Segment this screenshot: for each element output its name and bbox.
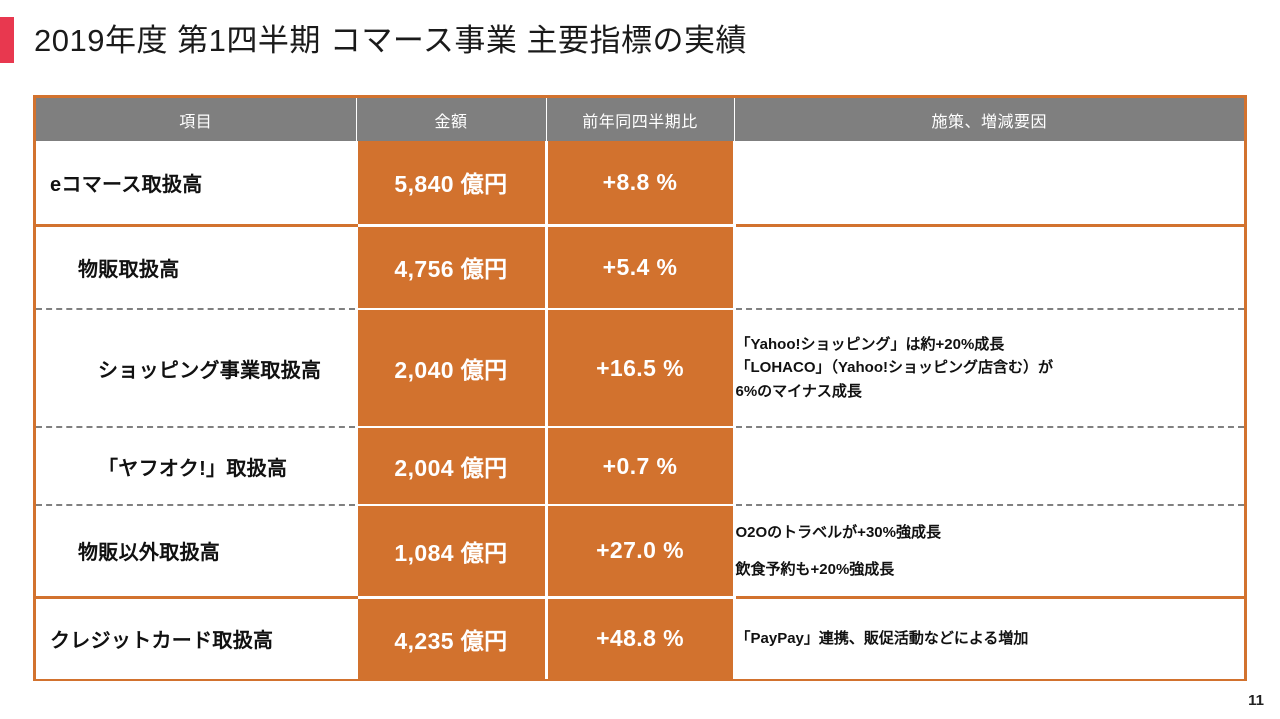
row-item-label: eコマース取扱高: [50, 173, 203, 196]
row-yoy-cell: +27.0 %: [544, 505, 734, 599]
row-yoy-cell: +5.4 %: [544, 225, 734, 310]
table-row: クレジットカード取扱高 4,235 億円 +48.8 % 「PayPay」連携、…: [36, 597, 1244, 679]
table-row: eコマース取扱高 5,840 億円 +8.8 %: [36, 141, 1244, 227]
row-item-cell: クレジットカード取扱高: [36, 597, 356, 679]
note-line: 飲食予約も+20%強成長: [735, 560, 895, 578]
row-note-cell: [732, 141, 1244, 227]
row-item-cell: 物販取扱高: [36, 225, 356, 310]
slide-title-block: 2019年度 第1四半期 コマース事業 主要指標の実績: [0, 16, 747, 64]
table-row: 「ヤフオク!」取扱高 2,004 億円 +0.7 %: [36, 427, 1244, 506]
row-item-cell: 物販以外取扱高: [36, 505, 356, 599]
row-amount-cell: 2,004 億円: [354, 427, 546, 506]
table-row: ショッピング事業取扱高 2,040 億円 +16.5 % 「Yahoo!ショッピ…: [36, 309, 1244, 428]
row-note-cell: [732, 225, 1244, 310]
row-note-cell: O2Oのトラベルが+30%強成長 飲食予約も+20%強成長: [732, 505, 1244, 599]
row-item-cell: 「ヤフオク!」取扱高: [36, 427, 356, 506]
row-amount-cell: 5,840 億円: [354, 141, 546, 227]
note-line: 「PayPay」連携、販促活動などによる増加: [735, 630, 1029, 648]
row-amount-cell: 2,040 億円: [354, 309, 546, 428]
row-item-label: ショッピング事業取扱高: [98, 359, 322, 382]
note-line: 「LOHACO」（Yahoo!ショッピング店含む）が: [735, 359, 1054, 377]
row-item-label: 「ヤフオク!」取扱高: [98, 457, 288, 480]
table-header-row: 項目 金額 前年同四半期比 施策、増減要因: [36, 98, 1244, 141]
row-note-cell: [732, 427, 1244, 506]
title-accent-bar: [0, 17, 14, 63]
row-yoy-cell: +48.8 %: [544, 597, 734, 679]
row-amount-cell: 4,235 億円: [354, 597, 546, 679]
table-row: 物販取扱高 4,756 億円 +5.4 %: [36, 225, 1244, 310]
row-note-cell: 「Yahoo!ショッピング」は約+20%成長 「LOHACO」（Yahoo!ショ…: [732, 309, 1244, 428]
column-header-item: 項目: [36, 98, 356, 141]
row-yoy-cell: +8.8 %: [544, 141, 734, 227]
column-header-yoy: 前年同四半期比: [545, 98, 734, 141]
metrics-table: 項目 金額 前年同四半期比 施策、増減要因 eコマース取扱高 5,840 億円 …: [36, 98, 1244, 679]
row-item-label: 物販以外取扱高: [78, 542, 221, 565]
row-yoy-cell: +0.7 %: [544, 427, 734, 506]
row-item-label: 物販取扱高: [78, 258, 180, 281]
note-line: 6%のマイナス成長: [735, 382, 862, 400]
column-header-amount: 金額: [355, 98, 546, 141]
metrics-table-container: 項目 金額 前年同四半期比 施策、増減要因 eコマース取扱高 5,840 億円 …: [33, 95, 1247, 681]
column-header-note: 施策、増減要因: [733, 98, 1244, 141]
row-amount-cell: 1,084 億円: [354, 505, 546, 599]
table-row: 物販以外取扱高 1,084 億円 +27.0 % O2Oのトラベルが+30%強成…: [36, 505, 1244, 599]
page-number: 11: [1248, 692, 1264, 709]
note-line: 「Yahoo!ショッピング」は約+20%成長: [735, 336, 1005, 354]
row-item-cell: ショッピング事業取扱高: [36, 309, 356, 428]
row-item-cell: eコマース取扱高: [36, 141, 356, 227]
table-body: eコマース取扱高 5,840 億円 +8.8 % 物販取扱高 4,756 億円 …: [36, 141, 1244, 679]
row-note-cell: 「PayPay」連携、販促活動などによる増加: [732, 597, 1244, 679]
page-title: 2019年度 第1四半期 コマース事業 主要指標の実績: [34, 22, 747, 58]
row-yoy-cell: +16.5 %: [544, 309, 734, 428]
row-amount-cell: 4,756 億円: [354, 225, 546, 310]
row-item-label: クレジットカード取扱高: [50, 630, 274, 653]
table-header: 項目 金額 前年同四半期比 施策、増減要因: [36, 98, 1244, 141]
note-line: O2Oのトラベルが+30%強成長: [735, 523, 941, 541]
